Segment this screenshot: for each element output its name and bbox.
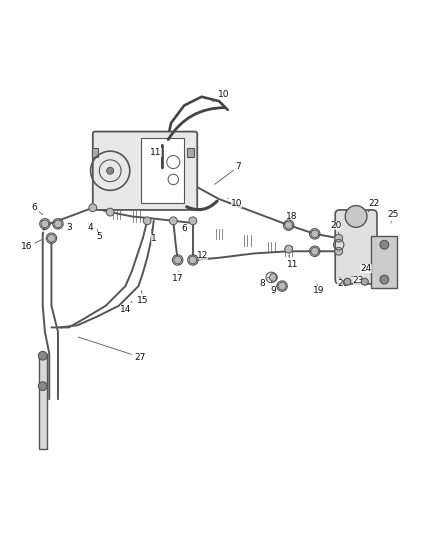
Text: 4: 4 (88, 223, 93, 232)
Circle shape (335, 247, 343, 255)
Circle shape (174, 256, 182, 264)
Circle shape (170, 217, 177, 225)
Circle shape (311, 230, 319, 238)
Text: 10: 10 (212, 90, 229, 102)
Circle shape (344, 278, 351, 285)
Circle shape (189, 217, 197, 225)
Circle shape (380, 240, 389, 249)
Circle shape (285, 221, 293, 229)
Text: 11: 11 (150, 144, 162, 157)
Text: 20: 20 (337, 277, 349, 287)
Text: 5: 5 (96, 230, 102, 240)
Bar (92, 148, 98, 157)
Text: 17: 17 (172, 271, 184, 283)
Circle shape (41, 220, 49, 228)
Circle shape (47, 235, 55, 242)
Text: 24: 24 (360, 264, 372, 273)
Text: 18: 18 (286, 212, 298, 225)
Text: 8: 8 (260, 279, 268, 287)
Circle shape (89, 204, 97, 212)
Circle shape (285, 245, 293, 253)
Bar (141, 138, 184, 204)
Circle shape (39, 351, 47, 360)
Circle shape (106, 208, 114, 216)
Text: 2: 2 (41, 223, 47, 232)
Bar (371, 236, 397, 288)
Text: 15: 15 (137, 290, 148, 305)
Text: 20: 20 (330, 221, 341, 234)
Circle shape (361, 278, 368, 285)
Text: 12: 12 (195, 251, 208, 260)
FancyBboxPatch shape (93, 132, 197, 210)
Text: 6: 6 (181, 224, 187, 233)
Text: 23: 23 (352, 276, 364, 285)
Text: 9: 9 (271, 285, 278, 295)
Circle shape (143, 217, 151, 225)
Bar (187, 148, 194, 157)
Text: 22: 22 (368, 199, 379, 212)
Text: 10: 10 (228, 198, 242, 208)
Circle shape (54, 220, 62, 228)
Circle shape (189, 256, 197, 264)
Text: 27: 27 (78, 337, 145, 361)
Text: 16: 16 (21, 239, 42, 252)
Text: 14: 14 (120, 301, 132, 313)
Circle shape (345, 206, 367, 228)
Circle shape (269, 273, 277, 281)
Text: 6: 6 (31, 203, 43, 215)
Text: 11: 11 (287, 256, 299, 269)
Circle shape (278, 282, 286, 290)
Text: 7: 7 (215, 162, 241, 184)
Text: 1: 1 (151, 230, 157, 243)
Circle shape (39, 382, 47, 391)
Text: 25: 25 (387, 210, 399, 223)
Bar (39, 353, 47, 449)
Circle shape (107, 167, 114, 174)
Circle shape (380, 275, 389, 284)
Text: 3: 3 (66, 223, 72, 232)
FancyBboxPatch shape (335, 210, 377, 284)
Circle shape (335, 235, 343, 242)
Text: 19: 19 (312, 284, 324, 295)
Circle shape (311, 247, 319, 255)
